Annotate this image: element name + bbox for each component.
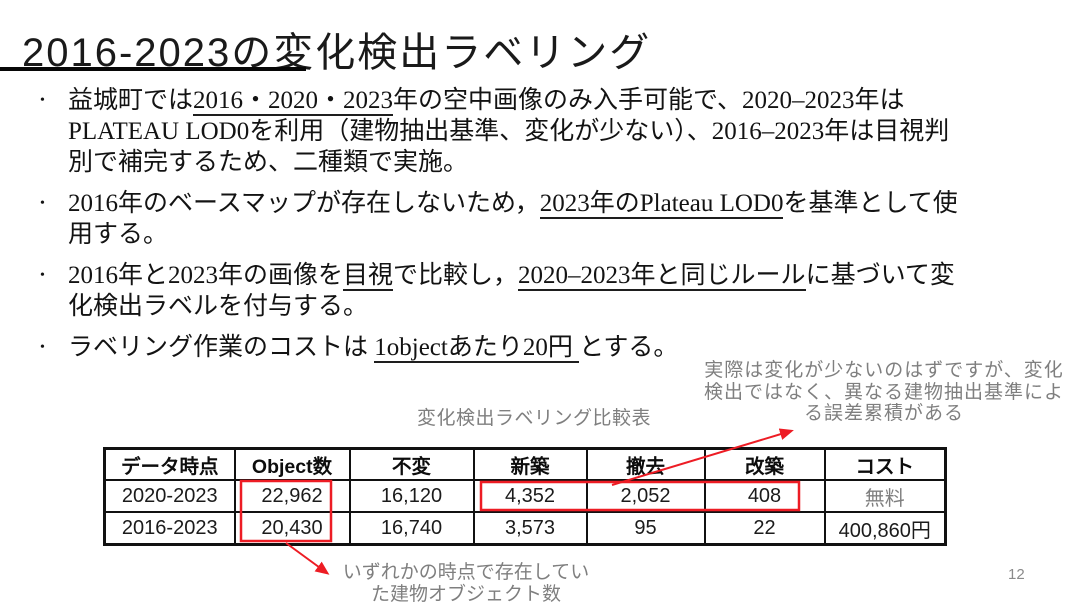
text-segment: とする。	[579, 334, 679, 361]
bullet-item: • 2016年と2023年の画像を目視で比較し，2020–2023年と同じルール…	[36, 260, 1074, 322]
data-cell: 400,860円	[823, 511, 947, 546]
bullet-text: 2016年と2023年の画像を目視で比較し，2020–2023年と同じルールに基…	[68, 260, 1074, 322]
annotation-line: た建物オブジェクト数	[370, 584, 561, 605]
bullet-text: ラベリング作業のコストは 1objectあたり20円 とする。	[68, 332, 1074, 363]
bullet-text: 2016年のベースマップが存在しないため，2023年のPlateau LOD0を…	[68, 188, 1074, 250]
text-segment: に基づいて変	[805, 262, 955, 289]
comparison-table: データ時点 Object数 不変 新築 撤去 改築 コスト 2020-2023 …	[103, 447, 947, 546]
text-segment: PLATEAU LOD0を利用（建物抽出基準、変化が少ない）、2016–2023…	[68, 118, 950, 145]
text-segment: 年の空中画像のみ入手可能で、2020–2023年は	[393, 87, 905, 114]
table-caption: 変化検出ラベリング比較表	[417, 408, 652, 429]
annotation-line: 検出ではなく、異なる建物抽出基準によ	[703, 381, 1064, 403]
text-segment: 化検出ラベルを付与する。	[68, 293, 369, 320]
bullet-marker: •	[40, 196, 45, 211]
header-cell: 不変	[348, 447, 475, 481]
bullet-list: • 益城町では2016・2020・2023年の空中画像のみ入手可能で、2020–…	[36, 85, 1074, 373]
underlined-text-segment: 2016・2020・2023	[193, 87, 394, 116]
underlined-text-segment: 1objectあたり20円	[374, 334, 580, 363]
bullet-item: • 2016年のベースマップが存在しないため，2023年のPlateau LOD…	[36, 188, 1074, 250]
data-cell: 22,962	[233, 479, 351, 513]
data-cell: 16,120	[348, 479, 475, 513]
page-number: 12	[1008, 566, 1025, 583]
table-row: 2016-2023 20,430 16,740 3,573 95 22 400,…	[103, 511, 947, 546]
header-cell: 撤去	[585, 447, 706, 481]
underlined-text-segment: 2020–2023年と同じルール	[518, 262, 806, 291]
header-cell: 改築	[703, 447, 826, 481]
bullet-item: • 益城町では2016・2020・2023年の空中画像のみ入手可能で、2020–…	[36, 85, 1074, 178]
header-cell: データ時点	[103, 447, 236, 481]
bullet-text: 益城町では2016・2020・2023年の空中画像のみ入手可能で、2020–20…	[68, 85, 1074, 178]
data-cell: 4,352	[472, 479, 588, 513]
annotation-line: いずれかの時点で存在してい	[342, 562, 590, 583]
data-cell: 20,430	[233, 511, 351, 546]
data-cell: 2,052	[585, 479, 706, 513]
data-cell: 408	[703, 479, 826, 513]
data-cell: 16,740	[348, 511, 475, 546]
data-cell: 2020-2023	[103, 479, 236, 513]
data-cell: 無料	[823, 479, 947, 513]
text-segment: ラベリング作業のコストは	[68, 334, 375, 361]
bullet-item: • ラベリング作業のコストは 1objectあたり20円 とする。	[36, 332, 1074, 363]
text-segment: で比較し，	[393, 262, 519, 289]
text-segment: を基準として使	[783, 190, 958, 217]
data-cell: 95	[585, 511, 706, 546]
text-segment: 用する。	[68, 221, 169, 248]
text-segment: 益城町では	[68, 87, 194, 114]
header-cell: Object数	[233, 447, 351, 481]
data-cell: 22	[703, 511, 826, 546]
table-header-row: データ時点 Object数 不変 新築 撤去 改築 コスト	[103, 447, 947, 481]
annotation-line: 実際は変化が少ないのはずですが、変化	[704, 360, 1064, 381]
text-segment: 2016年と2023年の画像を	[68, 262, 344, 289]
underlined-text-segment: 目視	[343, 262, 394, 291]
annotation-bottom: いずれかの時点で存在してい た建物オブジェクト数	[340, 562, 592, 606]
bullet-marker: •	[40, 340, 45, 355]
annotation-top-right: 実際は変化が少ないのはずですが、変化 検出ではなく、異なる建物抽出基準によ る誤…	[690, 360, 1078, 425]
table-row: 2020-2023 22,962 16,120 4,352 2,052 408 …	[103, 479, 947, 513]
data-cell: 3,573	[472, 511, 588, 546]
data-cell: 2016-2023	[103, 511, 236, 546]
header-cell: 新築	[472, 447, 588, 481]
bullet-marker: •	[40, 93, 45, 108]
bullet-marker: •	[40, 268, 45, 283]
text-segment: 2016年のベースマップが存在しないため，	[68, 190, 540, 217]
underlined-text-segment: 2023年のPlateau LOD0	[539, 190, 784, 219]
text-segment: 別で補完するため、二種類で実施。	[68, 149, 469, 176]
title-underline	[0, 67, 306, 71]
annotation-line: る誤差累積がある	[803, 403, 964, 424]
header-cell: コスト	[823, 447, 947, 481]
red-arrow-to-bottom-annotation	[285, 542, 330, 575]
